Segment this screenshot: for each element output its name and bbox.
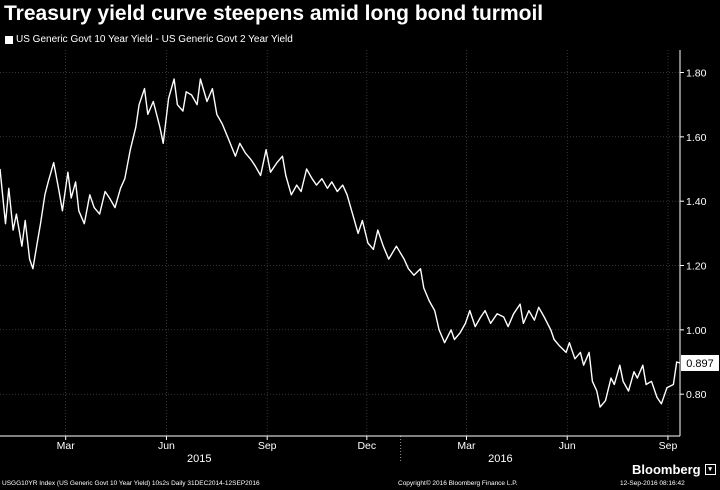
legend-swatch <box>5 35 13 44</box>
x-tick-label: Jun <box>158 440 175 452</box>
x-tick-label: Mar <box>57 440 76 452</box>
legend: US Generic Govt 10 Year Yield - US Gener… <box>5 34 293 45</box>
y-tick-label: 1.40 <box>686 196 707 208</box>
x-tick-label: Jun <box>559 440 576 452</box>
chart-title: Treasury yield curve steepens amid long … <box>4 2 544 25</box>
x-tick-label: Dec <box>357 440 376 452</box>
year-label: 2016 <box>488 453 512 465</box>
y-tick-label: 1.00 <box>686 325 707 337</box>
last-value-label: 0.897 <box>686 358 714 370</box>
year-label: 2015 <box>187 453 211 465</box>
series-layer <box>0 78 681 408</box>
x-tick-label: Mar <box>457 440 476 452</box>
bloomberg-box-icon: ▾ <box>704 464 716 475</box>
grid <box>0 50 680 436</box>
last-value-marker: 0.897 <box>681 354 719 371</box>
series-line-10s2s <box>0 78 681 408</box>
y-tick-label: 1.80 <box>686 68 707 80</box>
footer-source: USGG10YR Index (US Generic Govt 10 Year … <box>2 480 260 487</box>
x-tick-label: Sep <box>659 440 678 452</box>
legend-label: US Generic Govt 10 Year Yield - US Gener… <box>16 34 293 45</box>
bloomberg-logo: Bloomberg ▾ <box>632 462 716 477</box>
last-value-pointer <box>681 358 685 367</box>
footer-copyright: Copyright© 2016 Bloomberg Finance L.P. <box>398 480 518 487</box>
last-value-box <box>681 354 719 371</box>
y-tick-label: 1.20 <box>686 261 707 273</box>
y-tick-label: 0.80 <box>686 389 707 401</box>
brand-name: Bloomberg <box>632 462 701 477</box>
ticks: 1.80 1.60 1.40 1.20 1.00 0.80 Mar Jun Sep Dec Mar J… <box>57 68 707 465</box>
x-tick-label: Sep <box>258 440 277 452</box>
y-tick-label: 1.60 <box>686 132 707 144</box>
footer-timestamp: 12-Sep-2016 08:16:42 <box>620 480 685 487</box>
axes <box>0 50 681 462</box>
